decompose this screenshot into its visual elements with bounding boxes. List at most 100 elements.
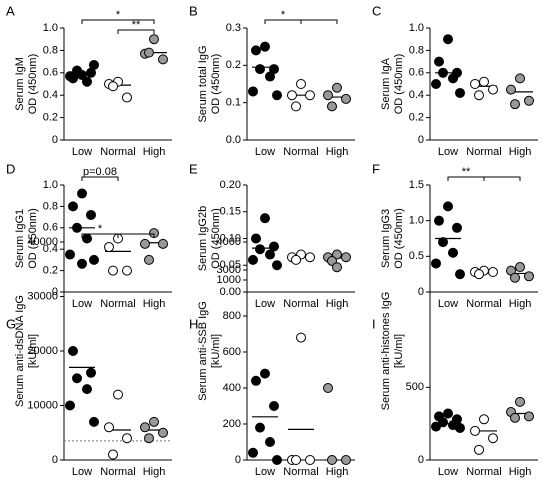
- x-tick-label: Normal: [283, 298, 318, 310]
- data-point: [272, 260, 282, 271]
- panel-letter: A: [6, 3, 15, 18]
- y-tick-label: 0: [52, 134, 58, 146]
- significance-label: **: [132, 19, 141, 31]
- data-point: [265, 71, 275, 82]
- data-point: [515, 73, 525, 84]
- data-point: [479, 76, 489, 87]
- x-tick-label: High: [509, 466, 532, 478]
- data-point: [438, 417, 448, 428]
- y-tick-label: 0.8: [43, 44, 58, 56]
- data-point: [291, 254, 301, 265]
- data-point: [122, 265, 132, 276]
- data-point: [122, 433, 132, 444]
- data-point: [323, 383, 333, 393]
- data-point: [291, 455, 301, 465]
- y-tick-label: 0.4: [409, 89, 424, 101]
- data-point: [255, 422, 265, 433]
- data-point: [149, 416, 159, 427]
- data-point: [108, 265, 118, 276]
- data-point: [470, 79, 480, 89]
- data-point: [510, 272, 520, 283]
- y-axis-label: Serum anti-dsDNA IgG: [14, 295, 26, 407]
- y-tick-label: 1.0: [409, 22, 424, 34]
- x-tick-label: Low: [72, 146, 92, 158]
- data-point: [269, 241, 279, 252]
- data-point: [431, 79, 441, 89]
- data-point: [260, 368, 270, 379]
- y-axis-label: [kU/ml]: [210, 334, 222, 368]
- data-point: [251, 375, 261, 386]
- data-point: [255, 64, 265, 75]
- y-tick-label: 1.5: [409, 179, 424, 191]
- data-point: [515, 262, 525, 273]
- y-tick-label: 0.8: [409, 44, 424, 56]
- data-point: [248, 254, 258, 265]
- y-tick-label: 0.2: [409, 112, 424, 124]
- y-axis-label: OD (450nm): [27, 54, 39, 115]
- panel-letter: B: [189, 3, 198, 18]
- data-point: [455, 269, 465, 280]
- data-point: [140, 238, 150, 249]
- y-axis-label: OD (450nm): [210, 208, 222, 269]
- data-point: [455, 423, 465, 434]
- y-tick-label: 4000: [217, 236, 241, 248]
- x-tick-label: Low: [438, 146, 458, 158]
- data-point: [272, 455, 282, 465]
- y-tick-label: 1.0: [43, 179, 58, 191]
- data-point: [438, 67, 448, 78]
- x-tick-label: Normal: [100, 466, 135, 478]
- data-point: [332, 262, 342, 273]
- y-tick-label: 0.6: [409, 67, 424, 79]
- data-point: [251, 45, 261, 56]
- data-point: [158, 54, 168, 65]
- data-point: [341, 455, 351, 465]
- y-tick-label: 0.6: [43, 67, 58, 79]
- data-point: [113, 389, 123, 400]
- data-point: [86, 209, 96, 220]
- data-point: [470, 425, 480, 436]
- data-point: [506, 84, 516, 95]
- data-point: [144, 47, 154, 58]
- y-tick-label: 0.0: [226, 134, 241, 146]
- data-point: [77, 188, 87, 199]
- y-tick-label: 10000: [27, 399, 58, 411]
- x-tick-label: High: [326, 146, 349, 158]
- data-point: [248, 86, 258, 97]
- data-point: [341, 252, 351, 263]
- data-point: [474, 444, 484, 455]
- y-axis-label: OD (450nm): [27, 208, 39, 269]
- data-point: [524, 271, 534, 282]
- x-tick-label: Low: [438, 466, 458, 478]
- y-axis-label: Serum IgG1: [14, 209, 26, 268]
- data-point: [455, 87, 465, 98]
- data-point: [296, 79, 306, 89]
- y-tick-label: 400: [223, 382, 241, 394]
- data-point: [89, 416, 99, 427]
- data-point: [323, 90, 333, 101]
- panel-letter: H: [189, 316, 198, 331]
- y-axis-label: OD (450nm): [393, 208, 405, 269]
- panel-letter: G: [6, 316, 16, 331]
- x-tick-label: Normal: [283, 466, 318, 478]
- data-point: [77, 258, 87, 269]
- data-point: [72, 65, 82, 76]
- data-point: [255, 244, 265, 255]
- x-tick-label: Normal: [466, 298, 501, 310]
- data-point: [524, 95, 534, 106]
- data-point: [332, 82, 342, 93]
- data-point: [265, 249, 275, 260]
- x-tick-label: Low: [255, 466, 275, 478]
- data-point: [305, 90, 315, 101]
- x-tick-label: High: [509, 298, 532, 310]
- y-axis-label: Serum anti-histones IgG: [380, 292, 392, 411]
- y-tick-label: 0: [52, 454, 58, 466]
- y-axis-label: OD (450nm): [210, 54, 222, 115]
- panel-letter: F: [372, 161, 380, 176]
- data-point: [72, 373, 82, 384]
- data-point: [82, 384, 92, 395]
- significance-label: p=0.08: [83, 166, 117, 178]
- data-point: [431, 258, 441, 269]
- data-point: [140, 422, 150, 433]
- y-tick-label: 30000: [27, 290, 58, 302]
- y-axis-label: [kU/ml]: [393, 334, 405, 368]
